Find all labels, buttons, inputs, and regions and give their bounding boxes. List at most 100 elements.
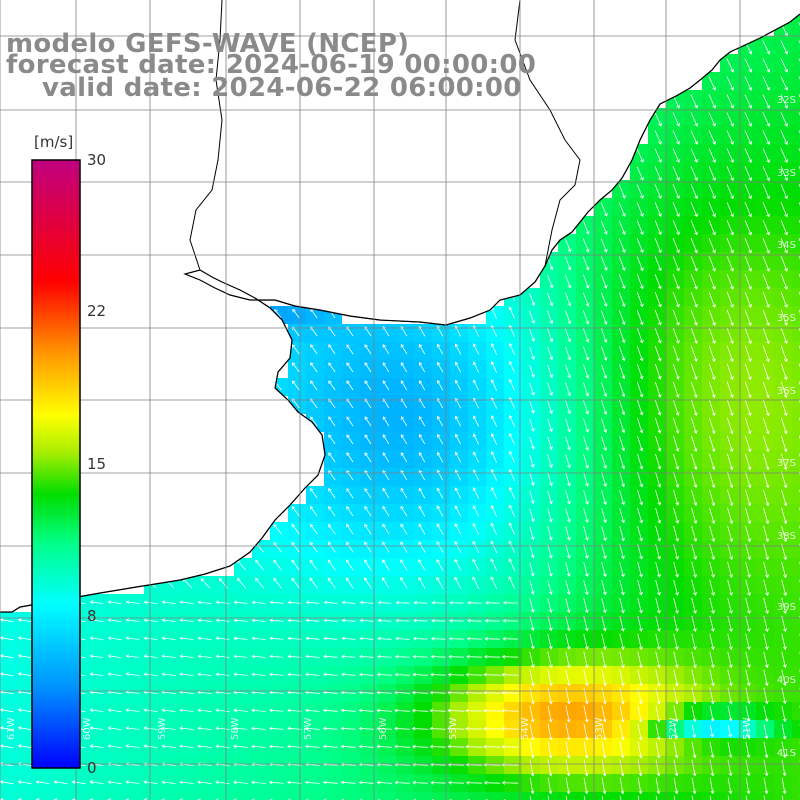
wind-arrow-shaft [529, 508, 534, 522]
wind-cell [684, 792, 702, 800]
wind-arrow-head [436, 415, 441, 420]
wind-arrow-head [549, 500, 553, 505]
wind-arrow-shaft [726, 219, 734, 235]
wind-arrow-head [364, 452, 368, 456]
wind-arrow-shaft [0, 655, 14, 659]
wind-arrow-shaft [547, 454, 552, 468]
wind-arrow-head [567, 555, 571, 559]
wind-arrow-head [584, 718, 589, 723]
wind-arrow-head [784, 304, 788, 308]
wind-arrow-head [730, 213, 734, 218]
wind-arrow-head [783, 520, 788, 525]
wind-arrow-shaft [472, 523, 480, 535]
wind-arrow-shaft [509, 451, 516, 463]
wind-arrow-head [730, 340, 734, 344]
wind-cell [468, 792, 486, 800]
wind-arrow-head [161, 618, 166, 623]
wind-arrow-shaft [744, 255, 752, 272]
wind-arrow-shaft [655, 741, 660, 758]
wind-arrow-shaft [655, 543, 661, 560]
wind-arrow-shaft [601, 705, 606, 722]
wind-arrow-head [17, 618, 22, 623]
wind-arrow-shaft [673, 507, 679, 524]
wind-arrow-head [622, 195, 626, 199]
wind-arrow-head [603, 519, 607, 524]
wind-arrow-shaft [655, 597, 660, 614]
wind-arrow-head [693, 412, 698, 417]
wind-arrow-head [566, 754, 571, 759]
wind-arrow-head [764, 664, 769, 669]
wind-arrow-head [359, 798, 363, 800]
wind-arrow-shaft [359, 782, 374, 784]
wind-arrow-shaft [727, 453, 733, 470]
wind-arrow-head [472, 469, 477, 474]
wind-arrow-head [748, 213, 752, 218]
wind-arrow-shaft [583, 633, 588, 650]
wind-arrow-head [323, 672, 327, 677]
wind-arrow-head [215, 780, 219, 785]
wind-arrow-head [784, 286, 788, 290]
wind-arrow-head [656, 718, 661, 723]
wind-arrow-head [748, 68, 752, 73]
wind-arrow-shaft [726, 309, 734, 326]
wind-arrow-head [604, 212, 608, 217]
wind-arrow-shaft [583, 544, 588, 559]
wind-arrow-head [530, 609, 535, 613]
wind-arrow-head [746, 734, 751, 739]
wind-arrow-shaft [162, 727, 176, 730]
wind-arrow-shaft [364, 559, 372, 571]
wind-arrow-head [310, 416, 314, 421]
wind-arrow-head [657, 321, 662, 326]
wind-arrow-shaft [448, 692, 465, 694]
wind-arrow-shaft [691, 741, 696, 758]
wind-arrow-head [639, 609, 643, 614]
wind-arrow-shaft [780, 345, 788, 362]
wind-arrow-head [0, 780, 4, 785]
wind-arrow-shaft [583, 454, 589, 469]
wind-arrow-shaft [601, 382, 607, 397]
wind-arrow-head [567, 664, 571, 669]
wind-cell [792, 306, 800, 324]
wind-arrow-shaft [342, 620, 356, 622]
wind-arrow-head [215, 654, 219, 659]
wind-arrow-head [377, 798, 381, 800]
wind-cell [522, 792, 540, 800]
wind-arrow-head [377, 636, 381, 641]
wind-arrow-head [567, 338, 572, 343]
wind-arrow-shaft [400, 380, 408, 391]
wind-arrow-head [782, 735, 787, 740]
wind-arrow-shaft [378, 620, 392, 622]
wind-arrow-head [501, 744, 505, 749]
wind-arrow-head [711, 466, 716, 471]
wind-arrow-shaft [436, 505, 444, 517]
wind-arrow-head [621, 411, 626, 416]
wind-arrow-head [548, 790, 553, 795]
wind-arrow-shaft [418, 488, 426, 499]
wind-arrow-shaft [144, 637, 158, 640]
wind-cell [216, 792, 234, 800]
wind-arrow-shaft [18, 655, 32, 658]
wind-arrow-shaft [342, 638, 356, 640]
wind-arrow-head [639, 483, 644, 488]
wind-arrow-head [621, 537, 625, 542]
wind-arrow-shaft [547, 777, 552, 794]
wind-arrow-head [657, 537, 662, 542]
wind-arrow-head [693, 394, 698, 399]
wind-arrow-head [161, 636, 166, 641]
wind-arrow-shaft [654, 256, 662, 271]
wind-arrow-head [548, 572, 553, 577]
wind-arrow-shaft [364, 577, 372, 589]
wind-arrow-shaft [501, 728, 519, 730]
wind-arrow-head [549, 374, 553, 379]
wind-arrow-shaft [655, 417, 661, 434]
wind-arrow-head [639, 628, 643, 632]
wind-arrow-shaft [726, 112, 734, 127]
wind-arrow-head [310, 488, 314, 492]
wind-arrow-shaft [234, 673, 248, 676]
wind-arrow-shaft [619, 705, 624, 722]
wind-arrow-shaft [108, 709, 122, 712]
wind-arrow-head [783, 628, 787, 633]
wind-arrow-shaft [292, 398, 300, 409]
wind-arrow-shaft [359, 674, 374, 676]
wind-arrow-head [327, 523, 332, 528]
